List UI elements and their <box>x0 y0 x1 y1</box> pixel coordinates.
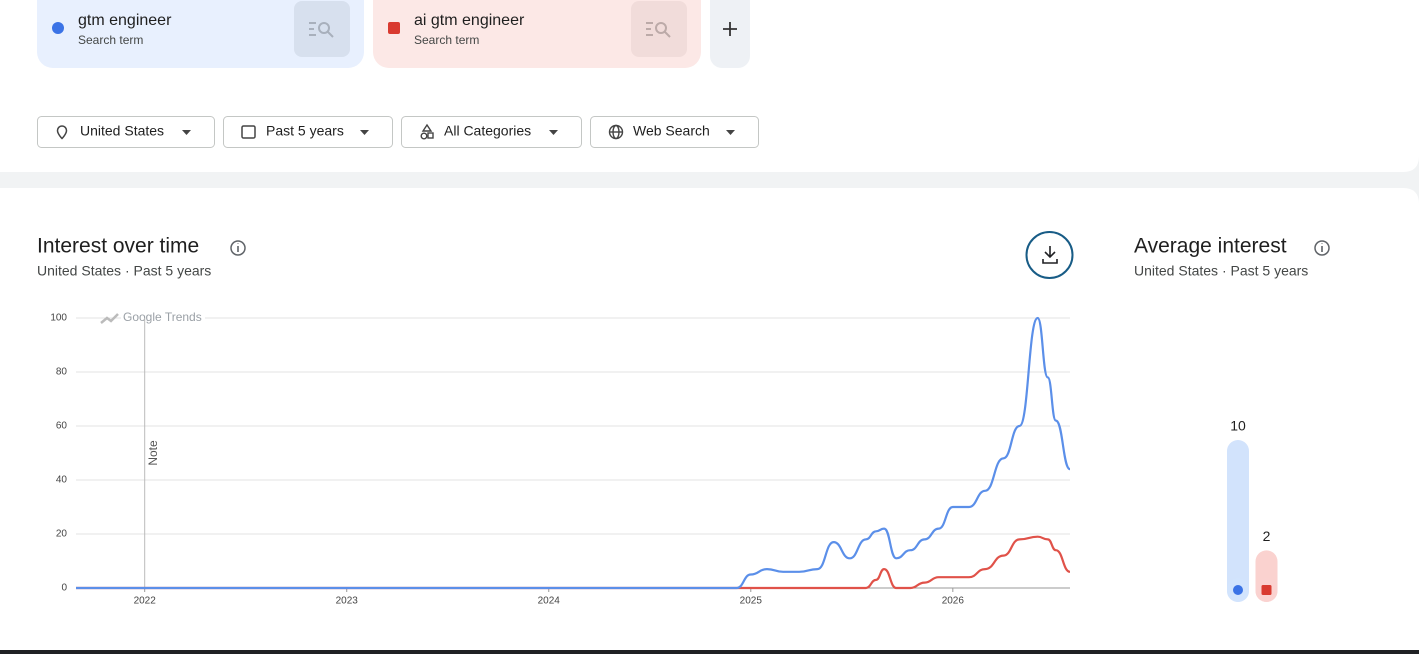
series-line <box>75 316 1072 590</box>
caret <box>549 130 558 135</box>
series-line <box>75 535 1071 590</box>
filter-label: Past 5 years <box>266 123 344 139</box>
explore-icon-bg[interactable] <box>294 1 350 57</box>
watermark-text: Google Trends <box>123 310 202 324</box>
term-caption: Search term <box>78 33 143 47</box>
chart-subtitle: United States · Past 5 years <box>1134 263 1308 279</box>
explore-icon <box>646 22 671 38</box>
globe-icon <box>608 124 624 140</box>
term-card[interactable]: gtm engineer Search term <box>37 0 364 68</box>
term-dot <box>52 22 64 34</box>
x-tick-label: 2025 <box>740 596 763 607</box>
y-tick-label: 80 <box>56 367 68 378</box>
filter-button[interactable] <box>590 116 759 148</box>
y-tick-label: 100 <box>50 313 67 324</box>
bar <box>1227 440 1249 602</box>
explore-icon-bg[interactable] <box>631 1 687 57</box>
filter-button[interactable] <box>37 116 215 148</box>
chart-subtitle: United States · Past 5 years <box>37 263 211 279</box>
filter-label: United States <box>80 123 164 139</box>
category-icon <box>420 123 434 140</box>
explore-icon <box>309 22 334 38</box>
term-caption: Search term <box>414 33 479 47</box>
caret <box>182 130 191 135</box>
x-tick-label: 2024 <box>538 596 561 607</box>
watermark-icon <box>100 313 119 324</box>
caret <box>360 130 369 135</box>
watermark-bg <box>121 311 205 325</box>
filter-button[interactable] <box>401 116 582 148</box>
filter-button[interactable] <box>223 116 393 148</box>
y-tick-label: 40 <box>56 475 68 486</box>
filters: United States Past 5 years All Categorie… <box>37 116 759 148</box>
y-tick-label: 0 <box>61 583 67 594</box>
download-button[interactable] <box>1025 231 1074 279</box>
info-icon[interactable] <box>230 240 246 256</box>
bottom-border <box>0 650 1419 654</box>
caret <box>726 130 735 135</box>
watermark: Google Trends <box>100 310 205 325</box>
value-label: 10 <box>1230 418 1246 434</box>
filter-label: All Categories <box>444 123 531 139</box>
card-bg <box>373 0 701 68</box>
chart-title: Average interest <box>1134 235 1287 258</box>
add-term-button[interactable] <box>710 0 750 68</box>
term-square <box>388 22 400 34</box>
term-name: gtm engineer <box>78 12 172 29</box>
calendar-icon <box>241 125 256 139</box>
plus-icon <box>723 22 737 36</box>
x-tick-label: 2023 <box>336 596 359 607</box>
series-dot <box>1233 585 1243 595</box>
y-tick-label: 60 <box>56 421 68 432</box>
location-icon <box>56 125 68 140</box>
y-tick-label: 20 <box>56 529 68 540</box>
info-icon[interactable] <box>1314 240 1330 256</box>
term-card[interactable]: ai gtm engineer Search term <box>373 0 701 68</box>
annotation-label: Note <box>146 440 160 466</box>
chart-title: Interest over time <box>37 235 199 258</box>
value-label: 2 <box>1263 528 1271 544</box>
x-tick-label: 2022 <box>134 596 157 607</box>
x-tick-label: 2026 <box>942 596 965 607</box>
filter-label: Web Search <box>633 123 710 139</box>
card-bg <box>37 0 364 68</box>
term-name: ai gtm engineer <box>414 12 525 29</box>
series-square <box>1261 585 1272 595</box>
